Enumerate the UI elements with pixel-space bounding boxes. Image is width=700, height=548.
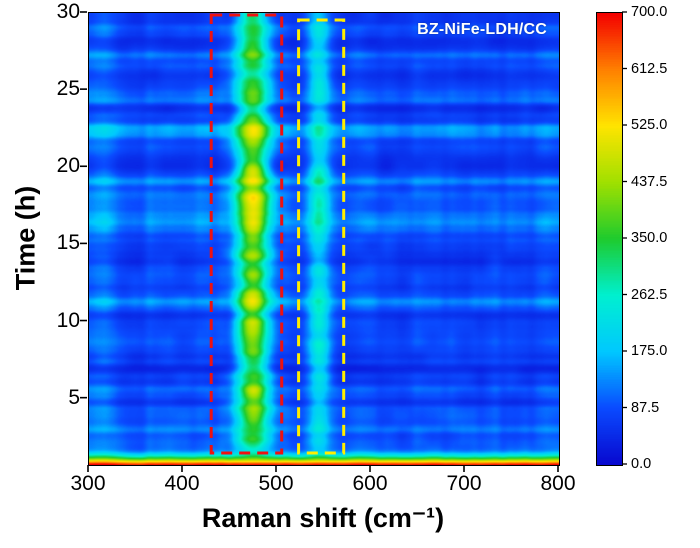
x-tick-label: 800	[540, 472, 576, 495]
y-tick-label: 30	[56, 0, 80, 23]
colorbar-tick-label: 87.5	[631, 399, 660, 416]
y-tick-label: 5	[68, 385, 80, 409]
colorbar-tick-label: 262.5	[631, 286, 668, 303]
x-tick-label: 400	[164, 472, 200, 495]
x-tick-label: 300	[70, 472, 106, 495]
sample-label: BZ-NiFe-LDH/CC	[417, 21, 547, 38]
plot-area: BZ-NiFe-LDH/CC	[88, 12, 560, 466]
x-axis-title: Raman shift (cm⁻¹)	[201, 503, 445, 533]
y-tick-label: 25	[56, 77, 80, 101]
colorbar-tick-label: 700.0	[631, 4, 668, 20]
colorbar-canvas	[597, 13, 622, 465]
x-tick-label: 700	[446, 472, 482, 495]
heatmap-canvas	[89, 13, 559, 465]
colorbar-tick-label: 350.0	[631, 230, 668, 246]
colorbar-tick-label: 437.5	[631, 173, 668, 190]
y-tick-label: 10	[56, 308, 80, 332]
colorbar	[596, 12, 623, 466]
y-tick-label: 20	[56, 154, 80, 178]
x-tick-label: 500	[258, 472, 294, 495]
colorbar-tick-label: 612.5	[631, 60, 668, 77]
colorbar-tick-label: 0.0	[631, 456, 652, 472]
colorbar-tick-label: 525.0	[631, 117, 668, 133]
x-tick-label: 600	[352, 472, 388, 495]
colorbar-tick-label: 175.0	[631, 343, 668, 359]
y-tick-label: 15	[56, 231, 80, 255]
